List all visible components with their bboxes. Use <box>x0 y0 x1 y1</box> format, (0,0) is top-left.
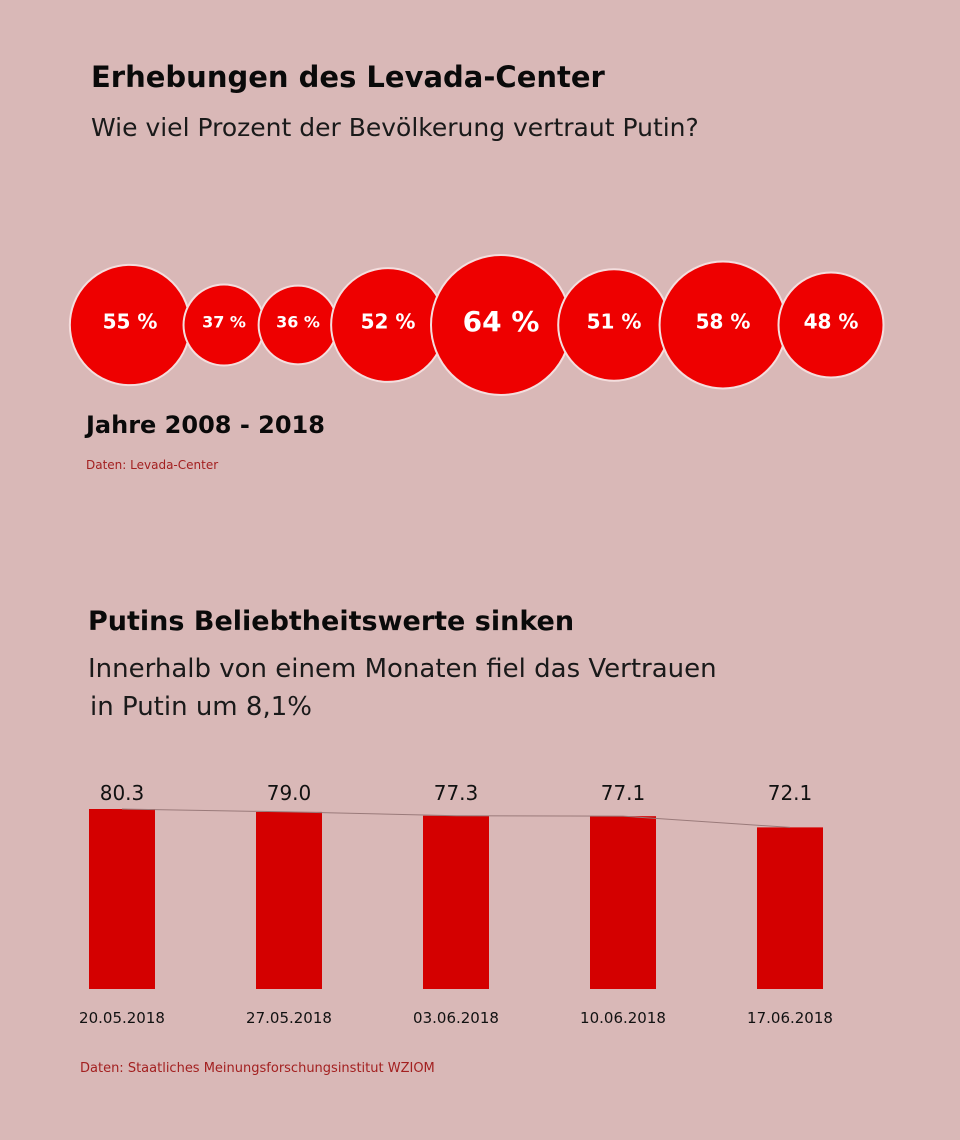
trend-line <box>121 808 791 828</box>
year-range-label: Jahre 2008 - 2018 <box>86 411 325 439</box>
bar-value-label-2: 77.3 <box>434 781 479 805</box>
bar-2 <box>423 815 489 989</box>
bubble-label-6: 58 % <box>696 310 751 334</box>
bubble-chart: 55 % 37 % 36 % 52 % 64 % 51 % 58 % 48 % <box>68 254 885 396</box>
bar-1 <box>256 811 322 989</box>
bar-category-label-2: 03.06.2018 <box>413 1009 499 1027</box>
bar-value-label-0: 80.3 <box>100 781 145 805</box>
section2-title: Putins Beliebtheitswerte sinken <box>88 606 575 637</box>
bar-3 <box>590 816 656 989</box>
bar-category-label-3: 10.06.2018 <box>580 1009 666 1027</box>
bar-value-label-1: 79.0 <box>267 781 312 805</box>
bar-4 <box>757 827 823 989</box>
bar-chart: 80.3 20.05.2018 79.0 27.05.2018 77.3 03.06.20… <box>79 781 833 1027</box>
section1-title: Erhebungen des Levada-Center <box>91 60 605 94</box>
bar-category-label-1: 27.05.2018 <box>246 1009 332 1027</box>
bar-category-label-0: 20.05.2018 <box>79 1009 165 1027</box>
bubble-label-3: 52 % <box>361 310 416 334</box>
section1-source: Daten: Levada-Center <box>86 458 219 472</box>
bubble-label-1: 37 % <box>202 313 246 332</box>
section2-subtitle-line1: Innerhalb von einem Monaten fiel das Ver… <box>88 654 717 684</box>
bar-value-label-4: 72.1 <box>768 781 813 805</box>
bar-value-label-3: 77.1 <box>601 781 646 805</box>
section2-subtitle-line2: in Putin um 8,1% <box>90 692 312 722</box>
bubble-label-4: 64 % <box>463 305 540 338</box>
bar-category-label-4: 17.06.2018 <box>747 1009 833 1027</box>
bubble-label-0: 55 % <box>103 310 158 334</box>
bubble-label-2: 36 % <box>276 313 320 332</box>
bar-0 <box>89 809 155 989</box>
bubble-label-7: 48 % <box>804 310 859 334</box>
bubble-label-5: 51 % <box>587 310 642 334</box>
section1-subtitle: Wie viel Prozent der Bevölkerung vertrau… <box>91 113 699 142</box>
bubble-7 <box>777 271 885 379</box>
section2-source: Daten: Staatliches Meinungsforschungsins… <box>80 1061 435 1076</box>
